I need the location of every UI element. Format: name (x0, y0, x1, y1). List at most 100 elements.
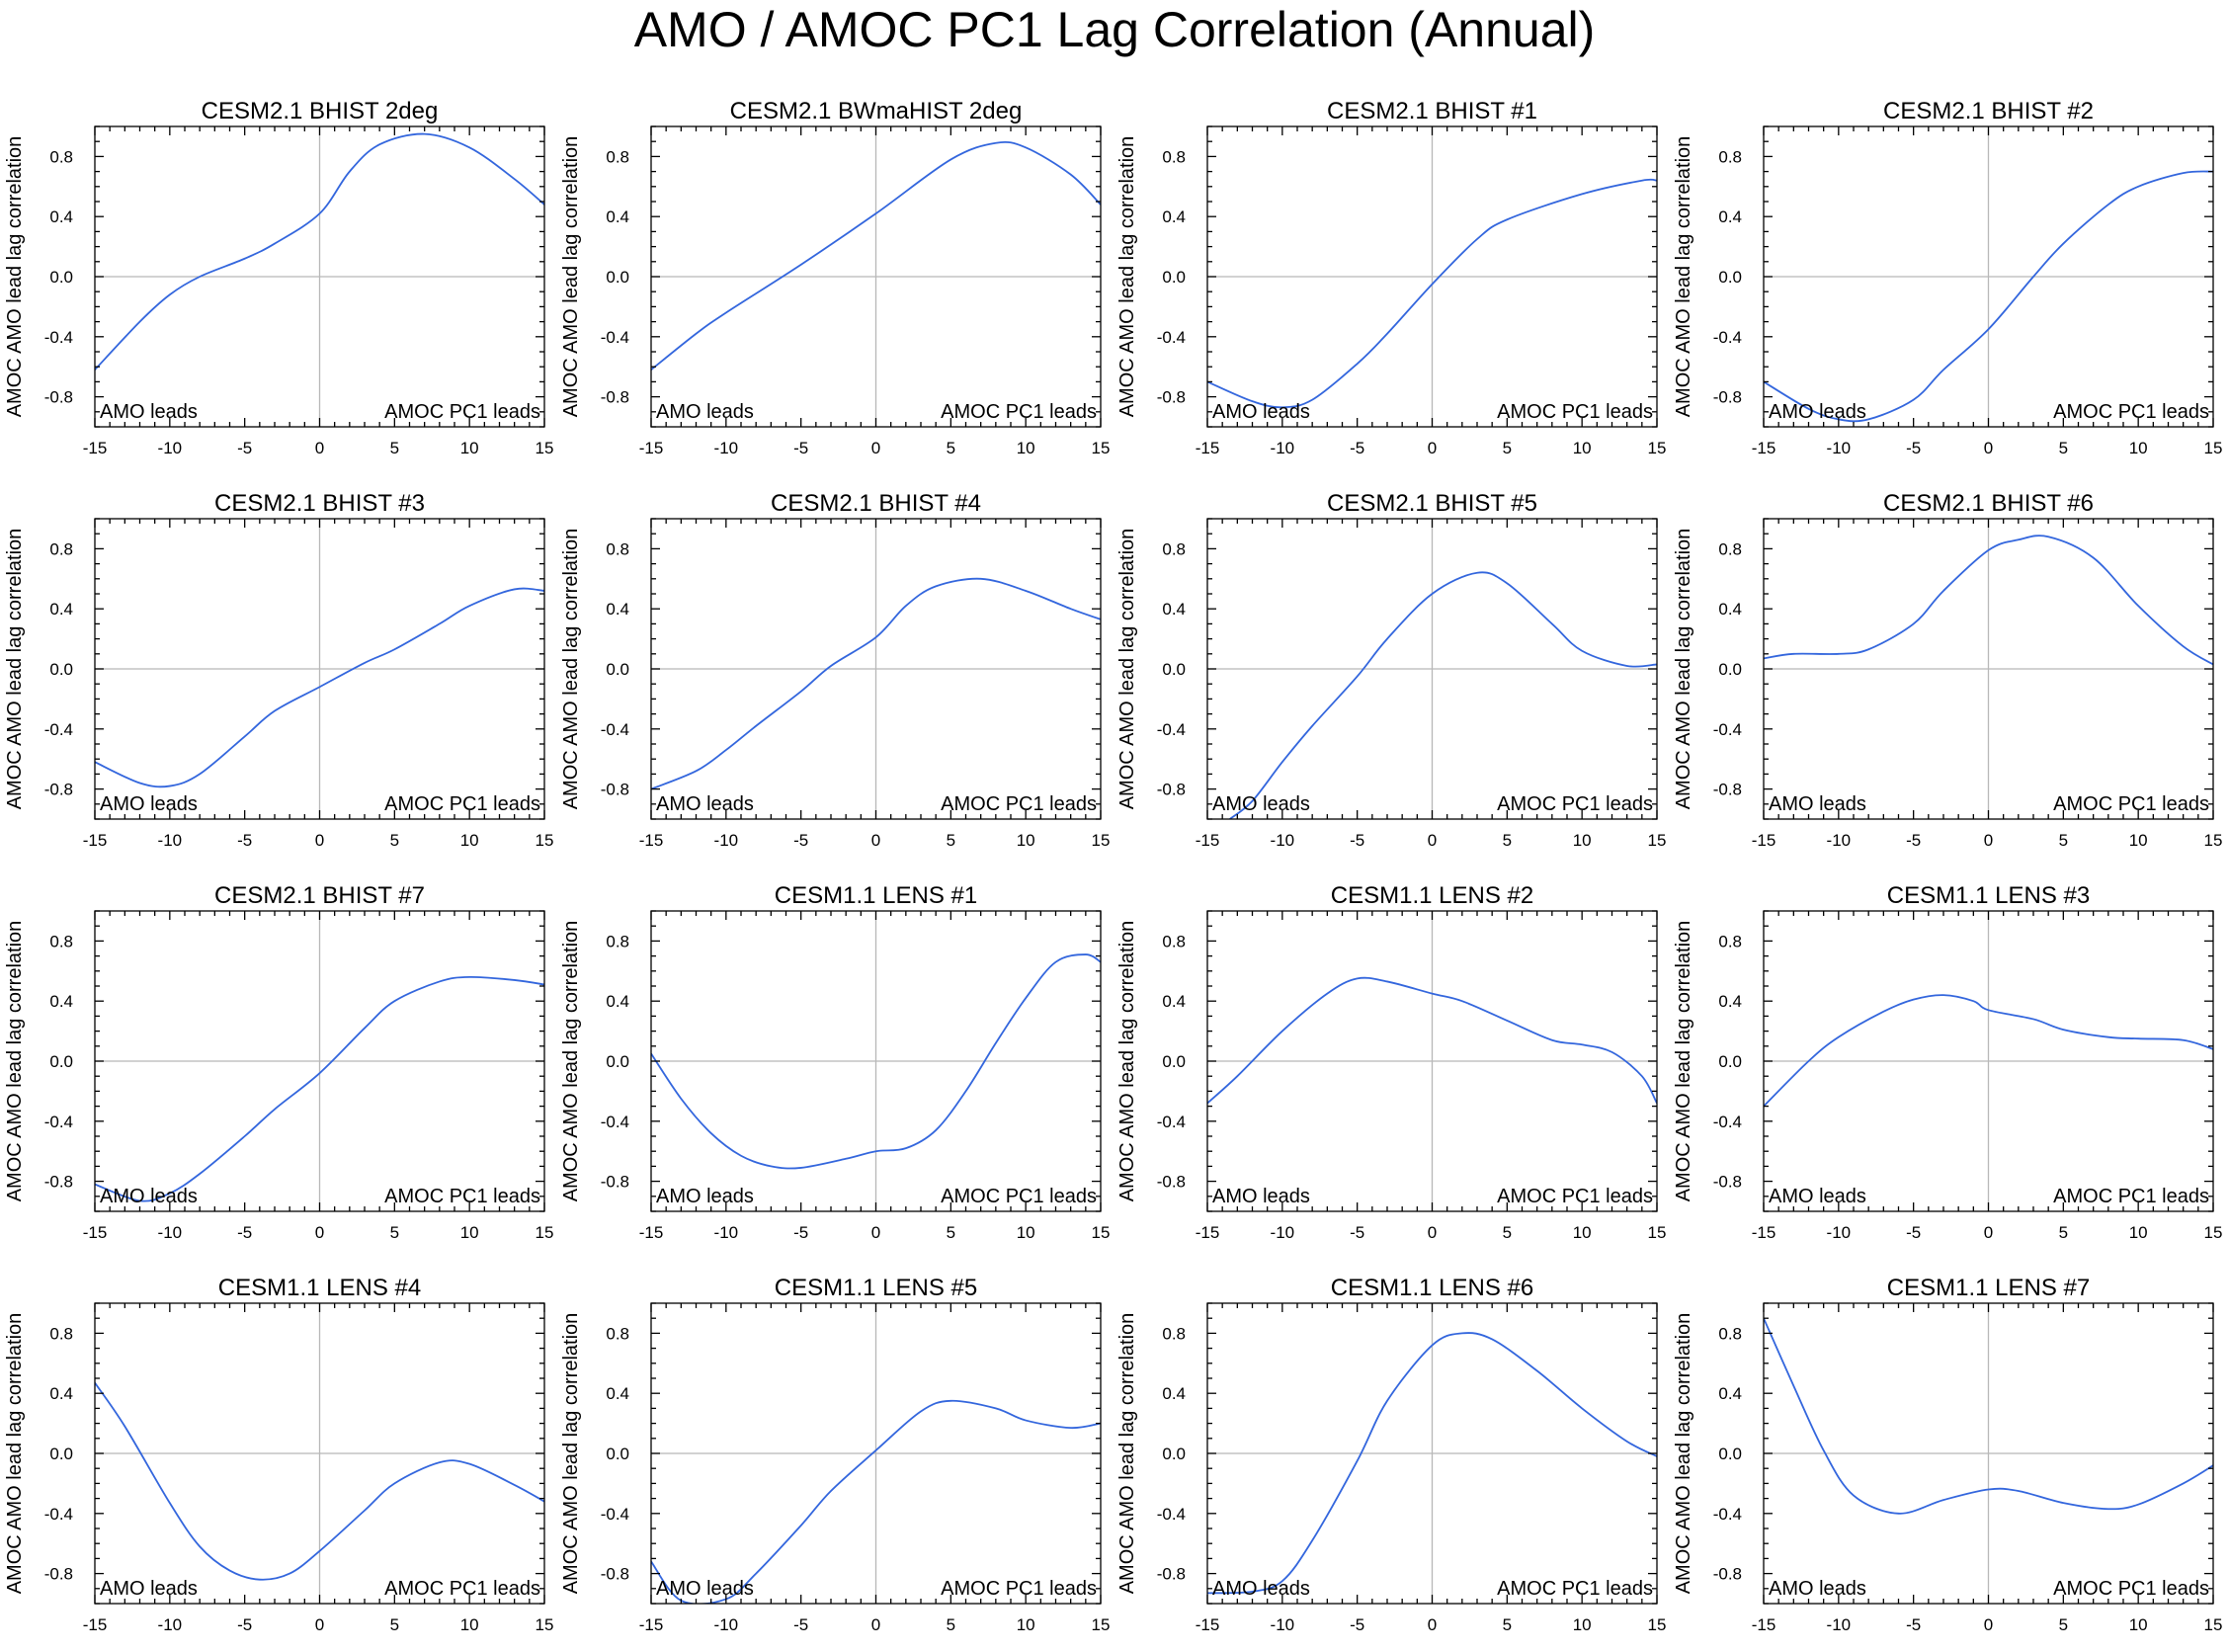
x-tick-label: 0 (1984, 1223, 1993, 1242)
y-axis-label: AMOC AMO lead lag correlation (1673, 529, 1694, 810)
x-tick-label: 10 (460, 439, 479, 457)
x-tick-label: -10 (158, 1223, 183, 1242)
x-tick-label: 5 (947, 1615, 955, 1634)
x-tick-label: 5 (2059, 1223, 2068, 1242)
y-tick-label: -0.4 (1157, 1113, 1186, 1131)
y-tick-label: -0.8 (1157, 1173, 1186, 1192)
amo-leads-label: AMO leads (656, 401, 754, 423)
x-tick-label: 5 (390, 439, 399, 457)
x-tick-label: 15 (1648, 1615, 1667, 1634)
y-axis-label: AMOC AMO lead lag correlation (1673, 1313, 1694, 1595)
x-tick-label: -10 (158, 831, 183, 850)
x-tick-label: -5 (793, 1615, 808, 1634)
y-tick-label: 0.8 (1162, 539, 1186, 558)
amoc-leads-label: AMOC PC1 leads (2053, 1186, 2209, 1207)
amo-leads-label: AMO leads (1769, 793, 1866, 815)
amoc-leads-label: AMOC PC1 leads (1497, 401, 1653, 423)
x-tick-label: -5 (1906, 831, 1921, 850)
y-tick-label: 0.8 (606, 932, 629, 950)
x-tick-label: -5 (793, 439, 808, 457)
x-tick-label: 15 (1092, 1615, 1111, 1634)
x-tick-label: 10 (460, 1223, 479, 1242)
x-tick-label: 15 (536, 831, 554, 850)
y-tick-label: -0.4 (44, 1505, 73, 1524)
x-tick-label: -5 (1906, 439, 1921, 457)
figure-title: AMO / AMOC PC1 Lag Correlation (Annual) (633, 2, 1596, 57)
amoc-leads-label: AMOC PC1 leads (941, 1578, 1097, 1600)
x-tick-label: -5 (793, 1223, 808, 1242)
x-tick-label: -5 (1906, 1615, 1921, 1634)
y-tick-label: 0.4 (1718, 207, 1742, 226)
x-tick-label: -15 (83, 831, 108, 850)
x-tick-label: 0 (1428, 1615, 1437, 1634)
x-tick-label: 15 (2204, 439, 2223, 457)
y-tick-label: 0.0 (1162, 1052, 1186, 1071)
correlation-line (1764, 535, 2213, 666)
panel-title: CESM1.1 LENS #3 (1887, 882, 2090, 909)
amo-leads-label: AMO leads (100, 401, 198, 423)
y-tick-label: 0.0 (606, 1052, 629, 1071)
amo-leads-label: AMO leads (100, 1578, 198, 1600)
amoc-leads-label: AMOC PC1 leads (2053, 1578, 2209, 1600)
y-tick-label: 0.8 (606, 147, 629, 166)
x-tick-label: -15 (83, 1223, 108, 1242)
x-tick-label: 15 (2204, 831, 2223, 850)
x-tick-label: -15 (1752, 439, 1776, 457)
x-tick-label: -5 (793, 831, 808, 850)
x-tick-label: -5 (237, 1615, 252, 1634)
x-tick-label: -10 (1271, 1223, 1295, 1242)
x-tick-label: -15 (1196, 1615, 1220, 1634)
x-tick-label: 10 (1573, 1223, 1592, 1242)
y-tick-label: 0.0 (1162, 1445, 1186, 1463)
x-tick-label: -15 (639, 831, 664, 850)
amo-leads-label: AMO leads (1769, 1578, 1866, 1600)
x-tick-label: 15 (1648, 831, 1667, 850)
chart-panel-4: -15 -10 -5 0 5 10 15 0.8 0.4 0.0 -0.4 -0.8 CESM2.1 B… (1673, 98, 2222, 457)
panel-title: CESM2.1 BHIST #5 (1327, 490, 1537, 517)
y-tick-label: 0.8 (49, 932, 73, 950)
y-tick-label: 0.0 (606, 660, 629, 679)
amo-leads-label: AMO leads (1212, 1578, 1310, 1600)
x-tick-label: 10 (1017, 1615, 1035, 1634)
y-tick-label: -0.4 (1713, 1505, 1742, 1524)
x-tick-label: -15 (639, 1223, 664, 1242)
y-axis-label: AMOC AMO lead lag correlation (4, 529, 26, 810)
y-tick-label: 0.4 (1162, 1384, 1186, 1403)
y-tick-label: 0.0 (1718, 660, 1742, 679)
y-tick-label: -0.8 (1157, 781, 1186, 799)
y-tick-label: -0.4 (44, 328, 73, 347)
y-tick-label: 0.0 (606, 1445, 629, 1463)
x-tick-label: -15 (639, 439, 664, 457)
y-tick-label: 0.8 (1162, 1324, 1186, 1343)
amoc-leads-label: AMOC PC1 leads (384, 1186, 540, 1207)
x-tick-label: 15 (1648, 439, 1667, 457)
x-tick-label: 15 (1092, 1223, 1111, 1242)
amo-leads-label: AMO leads (1212, 793, 1310, 815)
amo-leads-label: AMO leads (1212, 401, 1310, 423)
y-tick-label: 0.8 (1718, 1324, 1742, 1343)
amo-leads-label: AMO leads (656, 1578, 754, 1600)
y-tick-label: 0.4 (606, 992, 629, 1011)
x-tick-label: -15 (1196, 439, 1220, 457)
x-tick-label: 10 (2129, 1615, 2148, 1634)
x-tick-label: 5 (1503, 831, 1512, 850)
chart-panel-11: -15 -10 -5 0 5 10 15 0.8 0.4 0.0 -0.4 -0.8 CESM1.1 L… (1116, 882, 1666, 1242)
x-tick-label: 5 (1503, 1615, 1512, 1634)
y-tick-label: 0.0 (49, 1445, 73, 1463)
x-tick-label: 15 (536, 439, 554, 457)
panel-title: CESM1.1 LENS #1 (775, 882, 977, 909)
x-tick-label: -5 (237, 1223, 252, 1242)
correlation-line (1229, 571, 1657, 819)
amoc-leads-label: AMOC PC1 leads (941, 401, 1097, 423)
y-tick-label: 0.4 (49, 1384, 73, 1403)
y-tick-label: 0.0 (1718, 1052, 1742, 1071)
x-tick-label: 0 (871, 831, 880, 850)
y-tick-label: 0.4 (606, 1384, 629, 1403)
correlation-line (95, 1382, 544, 1581)
x-tick-label: -15 (1196, 1223, 1220, 1242)
chart-panel-3: -15 -10 -5 0 5 10 15 0.8 0.4 0.0 -0.4 -0.8 CESM2.1 B… (1116, 98, 1666, 457)
chart-panel-1: -15 -10 -5 0 5 10 15 0.8 0.4 0.0 -0.4 -0.8 CESM2.1 B… (4, 98, 553, 457)
y-tick-label: -0.8 (601, 1173, 629, 1192)
chart-panel-5: -15 -10 -5 0 5 10 15 0.8 0.4 0.0 -0.4 -0.8 CESM2.1 B… (4, 490, 553, 850)
